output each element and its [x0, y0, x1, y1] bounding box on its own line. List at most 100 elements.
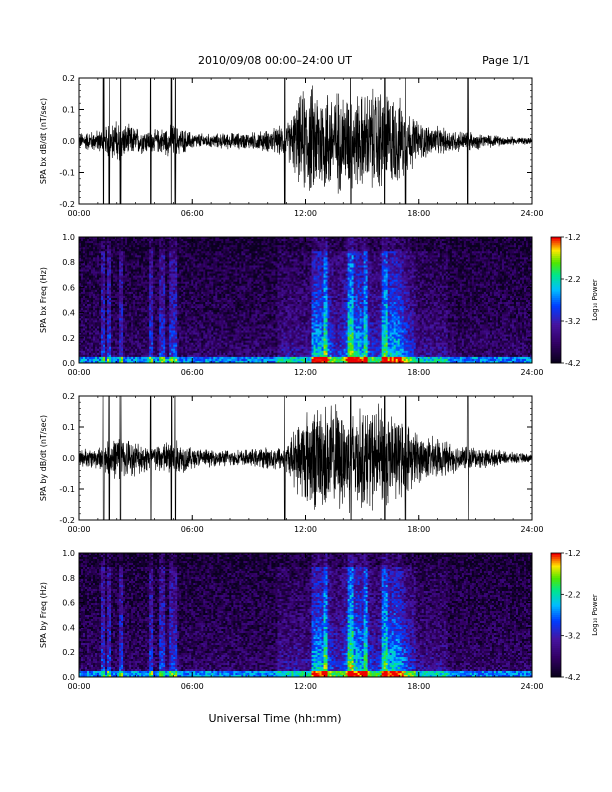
heatmap-cell	[137, 241, 139, 243]
heatmap-cell	[127, 247, 129, 249]
heatmap-cell	[199, 261, 201, 263]
heatmap-cell	[85, 241, 87, 243]
heatmap-cell	[139, 272, 141, 274]
heatmap-cell	[143, 276, 145, 278]
heatmap-cell	[197, 280, 199, 282]
heatmap-cell	[107, 326, 109, 328]
heatmap-cell	[159, 247, 161, 249]
heatmap-cell	[163, 333, 165, 335]
heatmap-cell	[113, 351, 115, 353]
heatmap-cell	[209, 359, 211, 361]
heatmap-cell	[121, 328, 123, 330]
heatmap-cell	[229, 326, 231, 328]
heatmap-cell	[125, 357, 127, 359]
heatmap-cell	[209, 284, 211, 286]
heatmap-cell	[89, 284, 91, 286]
heatmap-cell	[141, 349, 143, 351]
heatmap-cell	[175, 359, 177, 361]
heatmap-cell	[175, 351, 177, 353]
heatmap-cell	[111, 280, 113, 282]
heatmap-cell	[115, 343, 117, 345]
heatmap-cell	[189, 267, 191, 269]
heatmap-cell	[137, 324, 139, 326]
heatmap-cell	[97, 347, 99, 349]
heatmap-cell	[105, 347, 107, 349]
heatmap-cell	[81, 308, 83, 310]
heatmap-cell	[155, 353, 157, 355]
heatmap-cell	[125, 308, 127, 310]
heatmap-cell	[189, 294, 191, 296]
heatmap-cell	[213, 308, 215, 310]
heatmap-cell	[185, 349, 187, 351]
heatmap-cell	[209, 308, 211, 310]
heatmap-cell	[181, 249, 183, 251]
heatmap-cell	[203, 306, 205, 308]
heatmap-cell	[125, 330, 127, 332]
heatmap-cell	[153, 247, 155, 249]
heatmap-cell	[137, 343, 139, 345]
heatmap-cell	[207, 330, 209, 332]
heatmap-cell	[213, 353, 215, 355]
heatmap-cell	[127, 278, 129, 280]
heatmap-cell	[219, 353, 221, 355]
heatmap-cell	[91, 270, 93, 272]
heatmap-cell	[93, 245, 95, 247]
heatmap-cell	[159, 257, 161, 259]
heatmap-cell	[175, 243, 177, 245]
heatmap-cell	[211, 294, 213, 296]
heatmap-cell	[155, 292, 157, 294]
heatmap-cell	[105, 292, 107, 294]
heatmap-cell	[87, 298, 89, 300]
heatmap-cell	[227, 278, 229, 280]
heatmap-cell	[193, 337, 195, 339]
heatmap-cell	[227, 247, 229, 249]
heatmap-cell	[93, 265, 95, 267]
heatmap-cell	[107, 253, 109, 255]
heatmap-cell	[183, 276, 185, 278]
heatmap-cell	[221, 284, 223, 286]
heatmap-cell	[157, 245, 159, 247]
heatmap-cell	[121, 343, 123, 345]
heatmap-cell	[215, 276, 217, 278]
heatmap-cell	[167, 308, 169, 310]
heatmap-cell	[193, 284, 195, 286]
heatmap-cell	[211, 274, 213, 276]
heatmap-cell	[107, 318, 109, 320]
heatmap-cell	[177, 349, 179, 351]
heatmap-cell	[103, 257, 105, 259]
heatmap-cell	[133, 310, 135, 312]
heatmap-cell	[85, 355, 87, 357]
heatmap-cell	[227, 272, 229, 274]
heatmap-cell	[123, 308, 125, 310]
heatmap-cell	[187, 355, 189, 357]
heatmap-cell	[97, 243, 99, 245]
heatmap-cell	[129, 310, 131, 312]
heatmap-cell	[105, 249, 107, 251]
heatmap-cell	[193, 290, 195, 292]
heatmap-cell	[233, 314, 235, 316]
heatmap-cell	[95, 265, 97, 267]
heatmap-cell	[113, 276, 115, 278]
heatmap-cell	[113, 296, 115, 298]
heatmap-cell	[165, 318, 167, 320]
heatmap-cell	[233, 349, 235, 351]
heatmap-cell	[171, 249, 173, 251]
heatmap-cell	[117, 322, 119, 324]
heatmap-cell	[109, 280, 111, 282]
heatmap-cell	[173, 255, 175, 257]
heatmap-cell	[167, 255, 169, 257]
heatmap-cell	[145, 349, 147, 351]
heatmap-cell	[169, 353, 171, 355]
heatmap-cell	[109, 300, 111, 302]
heatmap-cell	[113, 272, 115, 274]
heatmap-cell	[213, 288, 215, 290]
heatmap-cell	[167, 341, 169, 343]
heatmap-cell	[127, 341, 129, 343]
heatmap-cell	[163, 314, 165, 316]
heatmap-cell	[173, 351, 175, 353]
heatmap-cell	[225, 245, 227, 247]
heatmap-cell	[139, 306, 141, 308]
heatmap-cell	[231, 302, 233, 304]
heatmap-cell	[149, 314, 151, 316]
heatmap-cell	[221, 294, 223, 296]
